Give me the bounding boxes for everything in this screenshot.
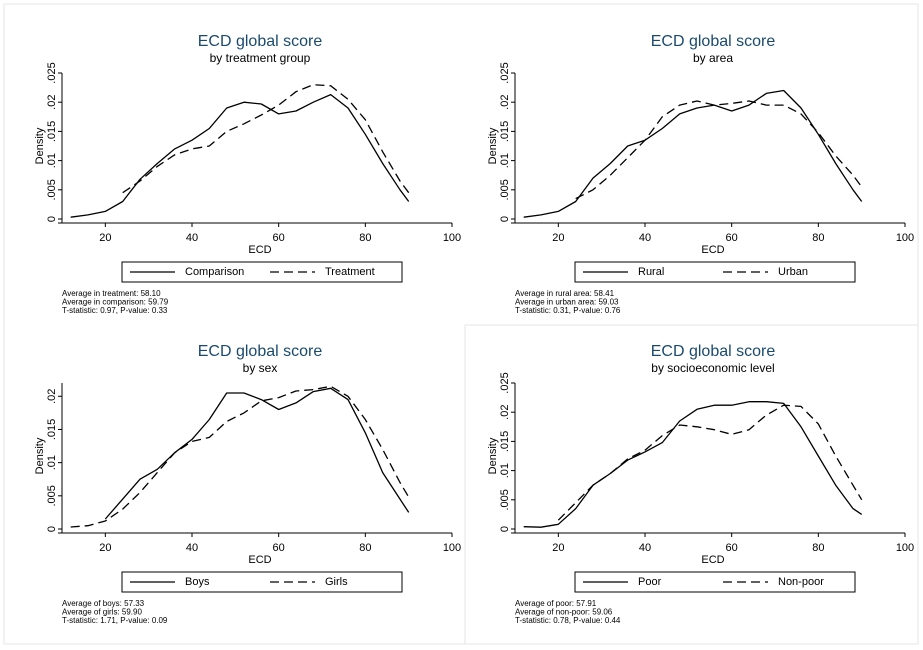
y-tick-label: 0 [46,526,58,532]
x-axis-label: ECD [701,554,724,566]
y-tick-label: .005 [499,489,511,510]
note: T-statistic: 0.31, P-value: 0.76 [515,306,621,315]
legend-label: Comparison [185,266,244,278]
chart-subtitle: by socioeconomic level [651,361,774,375]
note: Average of poor: 57.91 [515,599,597,608]
y-tick-label: .025 [499,372,511,393]
x-tick-label: 20 [99,542,111,554]
x-tick-label: 20 [552,232,564,244]
series-line [523,89,863,218]
y-axis-label: Density [34,437,46,474]
legend-box [574,571,856,593]
y-tick-label: 0 [499,526,511,532]
note: Average in urban area: 59.03 [515,298,619,307]
legend-label: Girls [325,576,348,588]
chart-subtitle: by treatment group [210,51,311,65]
series-line [70,385,410,528]
series-line [557,404,863,521]
y-tick-label: .02 [499,95,511,110]
y-tick-label: .01 [499,463,511,478]
chart-title: ECD global score [198,343,323,360]
note: Average of boys: 57.33 [62,599,145,608]
x-tick-label: 40 [186,232,198,244]
y-tick-label: .015 [499,431,511,452]
y-tick-label: .005 [46,485,58,506]
legend-label: Poor [638,576,662,588]
x-tick-label: 40 [639,542,651,554]
series-line [122,84,410,194]
y-tick-label: .005 [499,179,511,200]
y-tick-label: .005 [46,179,58,200]
series-line [104,387,410,520]
x-tick-label: 80 [812,542,824,554]
x-tick-label: 60 [726,542,738,554]
y-tick-label: .02 [499,405,511,420]
y-tick-label: 0 [46,216,58,222]
x-tick-label: 100 [896,232,914,244]
y-tick-label: .015 [46,121,58,142]
x-tick-label: 40 [186,542,198,554]
y-axis-label: Density [487,127,499,164]
y-tick-label: .01 [46,153,58,168]
y-tick-label: .025 [499,62,511,83]
note: Average in treatment: 58.10 [62,289,161,298]
note: T-statistic: 0.97, P-value: 0.33 [62,306,168,315]
x-axis-label: ECD [248,244,271,256]
y-axis-label: Density [487,437,499,474]
x-tick-label: 80 [359,232,371,244]
x-tick-label: 80 [812,232,824,244]
series-line [70,93,410,218]
series-line [523,401,863,528]
x-tick-label: 60 [273,232,285,244]
x-tick-label: 100 [443,232,461,244]
legend-label: Boys [185,576,210,588]
x-tick-label: 100 [896,542,914,554]
y-tick-label: .02 [46,95,58,110]
legend-box [574,261,856,283]
note: Average in comparison: 59.79 [62,298,169,307]
legend-label: Non-poor [778,576,824,588]
y-tick-label: .025 [46,62,58,83]
y-tick-label: .01 [46,455,58,470]
legend-label: Treatment [325,266,375,278]
x-tick-label: 20 [99,232,111,244]
chart-subtitle: by sex [243,361,278,375]
x-tick-label: 60 [726,232,738,244]
x-tick-label: 80 [359,542,371,554]
note: Average of girls: 59.90 [62,608,142,617]
legend-label: Rural [638,266,664,278]
y-tick-label: 0 [499,216,511,222]
y-axis-label: Density [34,127,46,164]
note: Average of non-poor: 59.06 [515,608,613,617]
x-axis-label: ECD [701,244,724,256]
y-tick-label: .01 [499,153,511,168]
x-tick-label: 100 [443,542,461,554]
note: T-statistic: 0.78, P-value: 0.44 [515,616,621,625]
legend-label: Urban [778,266,808,278]
note: Average in rural area: 58.41 [515,289,615,298]
chart-title: ECD global score [651,343,776,360]
frame [3,3,919,645]
note: T-statistic: 1.71, P-value: 0.09 [62,616,168,625]
x-tick-label: 40 [639,232,651,244]
x-tick-label: 60 [273,542,285,554]
legend-box [121,571,403,593]
y-tick-label: .015 [499,121,511,142]
legend-box [121,261,403,283]
x-tick-label: 20 [552,542,564,554]
y-tick-label: .02 [46,389,58,404]
x-axis-label: ECD [248,554,271,566]
chart-title: ECD global score [651,33,776,50]
chart-subtitle: by area [693,51,733,65]
y-tick-label: .015 [46,419,58,440]
chart-title: ECD global score [198,33,323,50]
series-line [575,100,863,200]
